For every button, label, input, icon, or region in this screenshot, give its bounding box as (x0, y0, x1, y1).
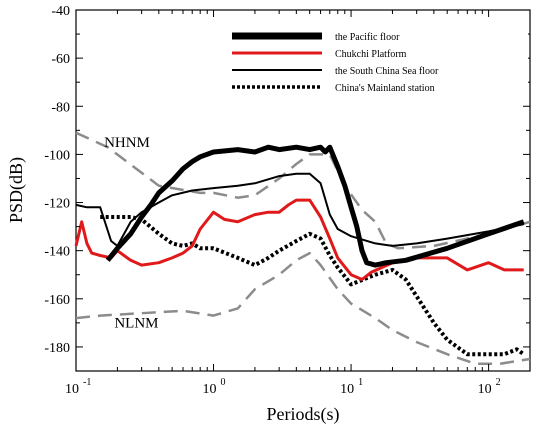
y-tick-label: -40 (51, 4, 70, 19)
y-tick-label: -180 (44, 341, 70, 356)
legend-label-chukchi-platform: Chukchi Platform (335, 49, 407, 60)
y-tick-label: -160 (44, 293, 70, 308)
y-axis-ticks: -40 -60 -80 -100 -120 -140 -160 -180 (44, 4, 530, 372)
x-tick-label: 10 (340, 382, 354, 397)
x-tick-exponent: -1 (83, 377, 91, 388)
x-tick-label: 10 (203, 382, 217, 397)
y-tick-label: -120 (44, 197, 70, 212)
series-line-china-s-mainland-station (100, 215, 525, 357)
x-tick-label: 10 (478, 382, 492, 397)
y-tick-label: -80 (51, 100, 70, 115)
x-axis-title: Periods(s) (267, 404, 340, 425)
legend-label-the-south-china-sea-floor: the South China Sea floor (335, 66, 439, 77)
x-tick-label: 10 (65, 382, 79, 397)
series-layer (74, 131, 531, 366)
plot-frame (75, 9, 531, 372)
series-line-the-south-china-sea-floor (75, 172, 524, 247)
noise-model-line-2 (75, 251, 531, 366)
y-tick-label: -140 (44, 245, 70, 260)
y-tick-label: -60 (51, 52, 70, 67)
x-axis-ticks: 10 -1 10 0 10 1 10 2 (65, 10, 531, 397)
series-line-the-pacific-floor (105, 144, 525, 268)
x-tick-exponent: 1 (358, 377, 363, 388)
legend-label-the-pacific-floor: the Pacific floor (335, 32, 400, 43)
annotation-nlnm: NLNM (114, 316, 158, 332)
legend-items: the Pacific floor Chukchi Platform the Sou… (232, 32, 439, 94)
legend-label-china-s-mainland-station: China's Mainland station (335, 83, 435, 94)
legend: the Pacific floor Chukchi Platform the Sou… (228, 22, 528, 98)
y-axis-title: PSD(dB) (6, 157, 27, 223)
annotation-nhnm: NHNM (104, 135, 150, 151)
x-tick-exponent: 2 (496, 377, 501, 388)
x-tick-exponent: 0 (221, 377, 226, 388)
annotation-layer: NHNM NLNM (104, 135, 158, 332)
y-tick-label: -100 (44, 148, 70, 163)
noise-model-line-1 (75, 131, 531, 250)
